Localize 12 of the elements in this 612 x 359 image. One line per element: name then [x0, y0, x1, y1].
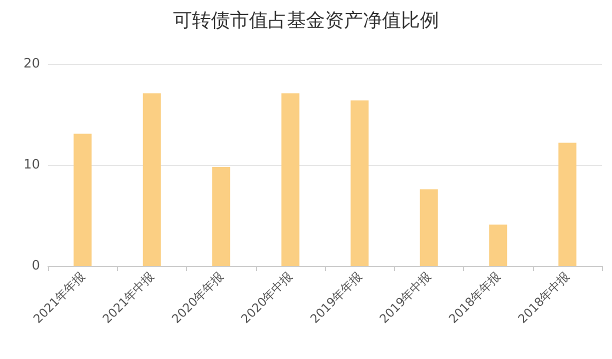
bar [281, 93, 300, 266]
y-tick-label: 0 [32, 258, 40, 274]
bar [74, 134, 92, 266]
bar [350, 100, 369, 266]
y-tick-label: 20 [23, 56, 40, 72]
bar [558, 142, 576, 266]
bar [420, 189, 438, 266]
chart-title: 可转债市值占基金资产净值比例 [173, 10, 439, 32]
bar [212, 167, 230, 266]
y-tick-label: 10 [23, 158, 40, 172]
bar [489, 224, 508, 266]
bar [142, 93, 161, 266]
